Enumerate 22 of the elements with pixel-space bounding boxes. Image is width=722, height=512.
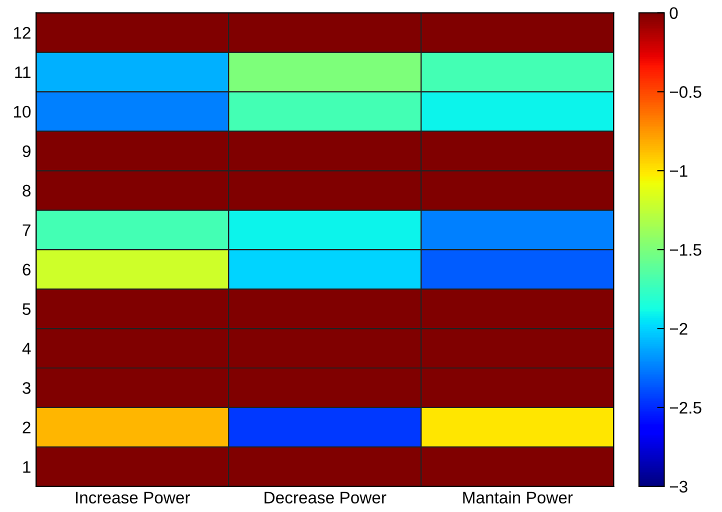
y-tick-label: 9 (22, 145, 30, 158)
y-tick-label: 5 (22, 303, 31, 316)
x-tick-label: Increase Power (76, 492, 190, 504)
color-bar-label: −0.5 (670, 86, 702, 98)
y-tick-label: 6 (22, 264, 31, 276)
y-tick-label: 7 (22, 224, 30, 236)
color-bar-label: −3 (670, 480, 688, 493)
y-tick-label: 12 (14, 26, 30, 39)
color-bar-label: −1 (670, 165, 688, 177)
color-bar-label: 0 (670, 7, 678, 20)
y-tick-label: 1 (23, 461, 30, 473)
y-tick-label: 8 (22, 184, 31, 197)
y-tick-label: 4 (22, 342, 31, 354)
y-tick-label: 3 (22, 382, 31, 394)
color-bar-label: −2.5 (670, 402, 702, 414)
y-tick-label: 10 (14, 106, 31, 118)
y-tick-label: 11 (15, 66, 30, 78)
color-bar-label: −2 (670, 322, 688, 335)
color-bar-label: −1.5 (670, 244, 702, 256)
x-tick-label: Mantain Power (463, 491, 573, 504)
x-tick-label: Decrease Power (264, 492, 386, 504)
y-tick-label: 2 (22, 422, 30, 434)
